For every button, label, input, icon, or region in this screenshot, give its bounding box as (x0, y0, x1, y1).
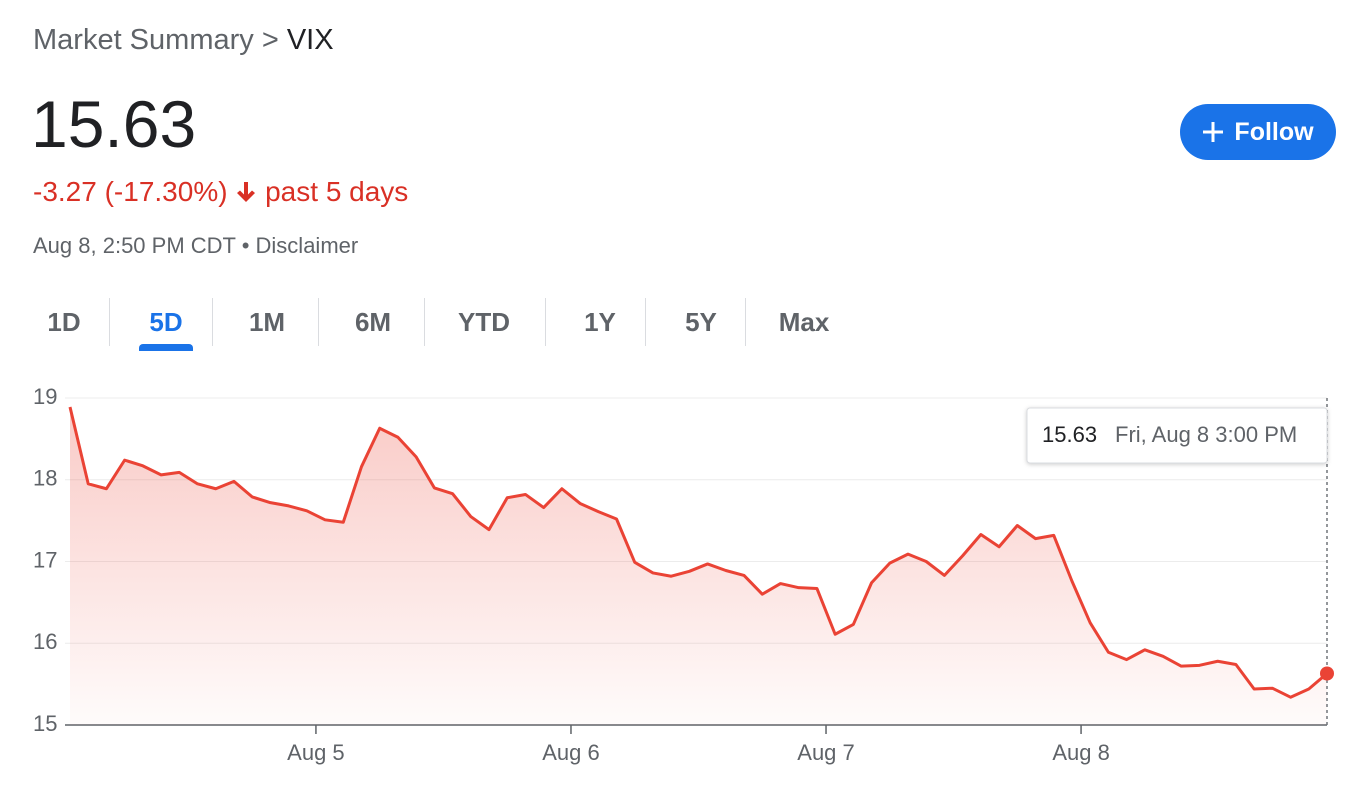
change: -3.27 (-17.30%) (33, 176, 228, 207)
y-tick-label: 15 (33, 711, 57, 736)
tooltip-box (1026, 407, 1328, 464)
area (70, 406, 1327, 725)
y-tick-label: 16 (33, 629, 57, 654)
change-row: -3.27 (-17.30%) past 5 days (33, 176, 408, 208)
tab-separator (424, 298, 425, 346)
tab[interactable]: YTD (458, 307, 510, 337)
tab[interactable]: 1D (47, 307, 81, 337)
breadcrumb-separator: > (261, 24, 279, 56)
period: past 5 days (265, 176, 409, 207)
disclaimer[interactable]: Disclaimer (255, 233, 359, 258)
tab-separator (212, 298, 213, 346)
tooltip-label: Fri, Aug 8 3:00 PM (1115, 422, 1297, 447)
tab[interactable]: 5D (149, 307, 183, 337)
x-tick-label: Aug 8 (1052, 740, 1110, 765)
tab[interactable]: 6M (354, 307, 392, 337)
tab[interactable]: 1M (248, 307, 286, 337)
tab[interactable]: 5Y (685, 307, 717, 337)
timestamp-row: Aug 8, 2:50 PM CDT • Disclaimer (33, 233, 358, 259)
x-tick-label: Aug 7 (797, 740, 855, 765)
tab-separator (645, 298, 646, 346)
x-tick-label: Aug 6 (542, 740, 600, 765)
tab[interactable]: 1Y (584, 307, 616, 337)
x-tick-label: Aug 5 (287, 740, 345, 765)
breadcrumb: Market Summary > VIX (33, 24, 334, 57)
end-dot (1320, 666, 1334, 681)
follow-button[interactable]: Follow (1180, 104, 1336, 160)
tab-separator (745, 298, 746, 346)
tooltip-value: 15.63 (1042, 422, 1097, 447)
line (68, 406, 1328, 699)
follow-label: Follow (1234, 117, 1314, 146)
symbol: VIX (286, 24, 334, 56)
tab-separator (545, 298, 546, 346)
tab-indicator (139, 344, 193, 351)
timestamp: Aug 8, 2:50 PM CDT (33, 233, 236, 258)
tab-separator (318, 298, 319, 346)
down-arrow (237, 182, 256, 202)
y-tick-label: 17 (33, 547, 57, 572)
price: 15.63 (31, 87, 197, 161)
breadcrumb-link[interactable]: Market Summary (33, 24, 254, 56)
tab[interactable]: Max (778, 307, 830, 337)
bullet: • (241, 233, 250, 258)
y-tick-label: 18 (33, 466, 57, 491)
plus-icon (1203, 122, 1224, 142)
tab-separator (109, 298, 110, 346)
y-tick-label: 19 (33, 384, 57, 409)
